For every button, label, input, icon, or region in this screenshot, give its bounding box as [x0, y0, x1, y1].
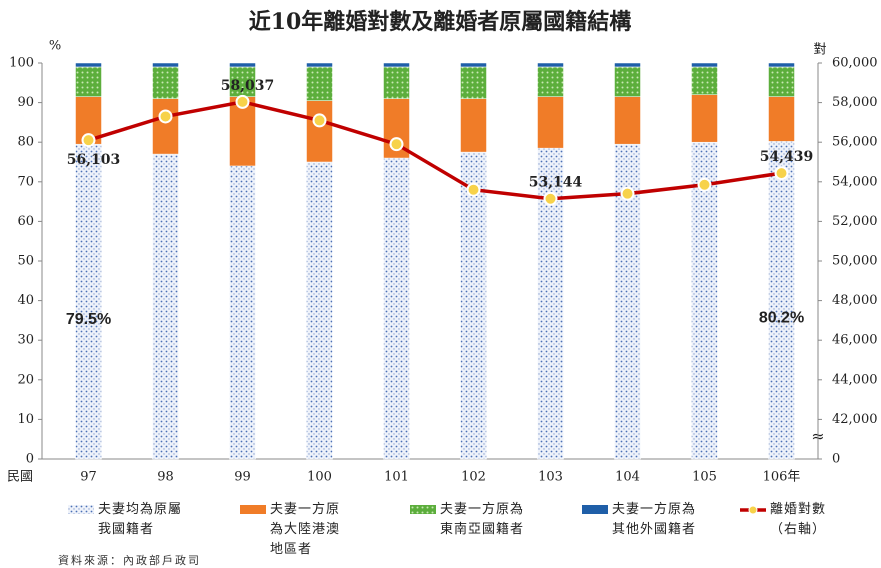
y-tick-label: 80 [17, 135, 34, 150]
line-marker [314, 114, 326, 126]
legend-swatch-marker [749, 506, 757, 514]
bar-segment [538, 97, 564, 148]
y2-tick-label: 48,000 [832, 293, 878, 308]
x-prefix: 民國 [7, 470, 33, 485]
legend-swatch [68, 505, 94, 514]
y2-tick-label: 56,000 [832, 135, 878, 150]
legend-swatch [240, 505, 266, 514]
bar-segment [461, 152, 487, 459]
y2-tick-label: 60,000 [832, 56, 878, 71]
bar-segment [538, 63, 564, 67]
bar-segment [384, 158, 410, 459]
bar-segment [769, 141, 795, 459]
y2-tick-label: 42,000 [832, 412, 878, 427]
bar-segment [769, 63, 795, 67]
bar-segment [615, 97, 641, 145]
bar-segment [692, 63, 718, 67]
line-value-label: 56,103 [67, 152, 121, 168]
x-tick-label: 100 [307, 470, 332, 485]
legend-label: 夫妻一方原為 東南亞國籍者 [440, 500, 524, 540]
bar-segment [153, 63, 179, 67]
x-tick-label: 98 [157, 470, 174, 485]
chart-title: 近10年離婚對數及離婚者原屬國籍結構 [249, 9, 632, 35]
x-tick-label: 97 [80, 470, 97, 485]
y-tick-label: 40 [17, 293, 34, 308]
y-tick-label: 30 [17, 333, 34, 348]
line-marker [83, 134, 95, 146]
bar-segment [153, 99, 179, 154]
x-tick-label: 106年 [763, 470, 801, 485]
bar-segment [307, 162, 333, 459]
bar-segment [461, 63, 487, 67]
y2-tick-label: 46,000 [832, 333, 878, 348]
page: {"chart_data": {"type": "stacked-bar-lin… [0, 0, 881, 568]
line-marker [160, 110, 172, 122]
line-marker [699, 179, 711, 191]
bar-segment [769, 97, 795, 142]
line-marker [237, 96, 249, 108]
line-marker [545, 193, 557, 205]
bar-segment [461, 99, 487, 152]
line-value-label: 53,144 [529, 175, 583, 191]
line-value-label: 58,037 [221, 78, 275, 94]
source: 資料來源：內政部戶政司 [58, 552, 201, 568]
x-tick-label: 103 [538, 470, 563, 485]
bar-value-label: 80.2% [759, 309, 804, 326]
legend-swatch [582, 505, 608, 514]
bar-segment [307, 101, 333, 162]
bar-segment [230, 166, 256, 459]
x-tick-label: 105 [692, 470, 717, 485]
bar-segment [307, 63, 333, 67]
y2-tick-label: 54,000 [832, 174, 878, 189]
y2-unit: 對 [813, 43, 826, 58]
legend-label: 夫妻一方原為 其他外國籍者 [612, 500, 696, 540]
x-tick-label: 102 [461, 470, 486, 485]
y-tick-label: 100 [9, 56, 34, 71]
y2-tick-label: 52,000 [832, 214, 878, 229]
bar-segment [76, 63, 102, 67]
bar-segment [153, 67, 179, 99]
y-tick-label: 20 [17, 372, 34, 387]
legend-label: 離婚對數 （右軸） [770, 500, 826, 540]
y-tick-label: 70 [17, 174, 34, 189]
bar-segment [76, 67, 102, 97]
bar-segment [153, 154, 179, 459]
bar-segment [692, 67, 718, 95]
bar-segment [384, 67, 410, 99]
chart: 近10年離婚對數及離婚者原屬國籍結構 % 對 民國 ≈ 010203040506… [0, 0, 881, 568]
y2-tick-label: 58,000 [832, 95, 878, 110]
y-unit: % [49, 39, 61, 54]
x-tick-label: 99 [234, 470, 251, 485]
bar-segment [615, 63, 641, 67]
line-marker [391, 138, 403, 150]
x-tick-label: 101 [384, 470, 409, 485]
bar-segment [76, 144, 102, 459]
line-marker [776, 167, 788, 179]
line-marker [622, 188, 634, 200]
legend-label: 夫妻均為原屬 我國籍者 [98, 500, 182, 540]
legend-label: 夫妻一方原 為大陸港澳 地區者 [270, 500, 340, 560]
legend-swatch [410, 505, 436, 514]
y-tick-label: 60 [17, 214, 34, 229]
bar-segment [692, 95, 718, 143]
bar-segment [230, 63, 256, 67]
line-value-label: 54,439 [760, 149, 814, 165]
bar-segment [615, 67, 641, 97]
y-tick-label: 50 [17, 254, 34, 269]
y-tick-label: 0 [26, 452, 34, 467]
y2-tick-label: 50,000 [832, 254, 878, 269]
line-series [89, 102, 782, 199]
line-marker [468, 184, 480, 196]
y-tick-label: 90 [17, 95, 34, 110]
y-tick-label: 10 [17, 412, 34, 427]
bar-segment [769, 67, 795, 97]
bar-segment [307, 67, 333, 101]
bar-value-label: 79.5% [66, 311, 111, 328]
bar-segment [461, 67, 487, 99]
y2-tick-label: 44,000 [832, 372, 878, 387]
y2-tick-label: 0 [832, 452, 840, 467]
bar-segment [538, 67, 564, 97]
x-tick-label: 104 [615, 470, 640, 485]
bar-segment [384, 63, 410, 67]
